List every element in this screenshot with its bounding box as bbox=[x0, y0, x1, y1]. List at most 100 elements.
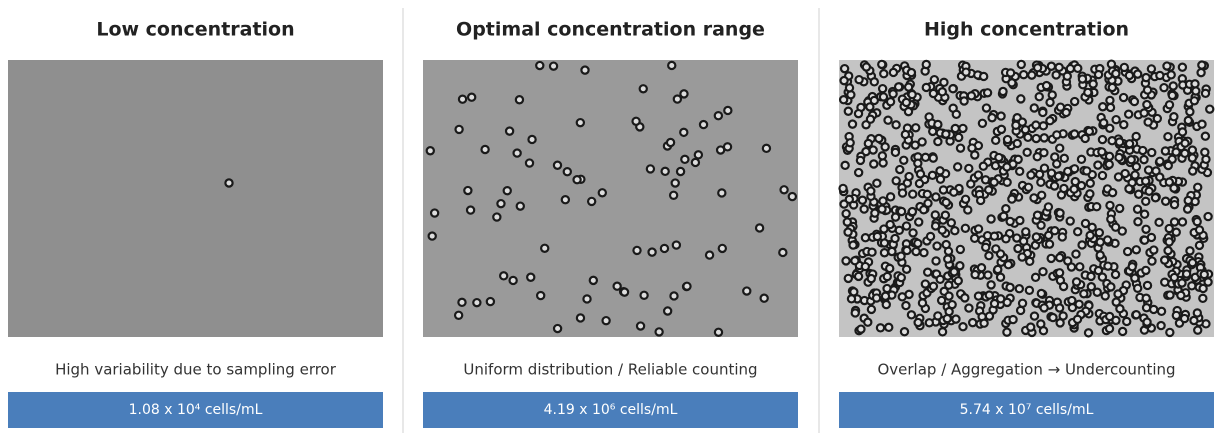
cell bbox=[1186, 108, 1193, 115]
panel-title: Low concentration bbox=[96, 19, 294, 41]
cell bbox=[1112, 70, 1119, 77]
cell bbox=[978, 264, 985, 271]
cell bbox=[1170, 113, 1177, 120]
cell bbox=[504, 187, 511, 194]
cell bbox=[882, 293, 889, 300]
cell bbox=[877, 324, 884, 331]
cell bbox=[1074, 316, 1081, 323]
cell bbox=[1038, 290, 1045, 297]
cell bbox=[1106, 153, 1113, 160]
cell bbox=[985, 252, 992, 259]
cell bbox=[674, 95, 681, 102]
cell bbox=[1114, 290, 1121, 297]
cell bbox=[852, 309, 859, 316]
cell bbox=[493, 213, 500, 220]
cell bbox=[614, 283, 621, 290]
cell bbox=[1124, 248, 1131, 255]
cell bbox=[632, 118, 639, 125]
cell bbox=[975, 292, 982, 299]
cell bbox=[965, 165, 972, 172]
cell bbox=[668, 62, 675, 69]
cell bbox=[884, 273, 891, 280]
cell bbox=[1125, 185, 1132, 192]
cell bbox=[1028, 72, 1035, 79]
cell bbox=[789, 193, 796, 200]
cell bbox=[1000, 213, 1007, 220]
cell bbox=[862, 234, 869, 241]
cell bbox=[1179, 64, 1186, 71]
cell bbox=[1012, 122, 1019, 129]
cell bbox=[841, 65, 848, 72]
cell bbox=[662, 168, 669, 175]
cell bbox=[1078, 241, 1085, 248]
cell bbox=[564, 168, 571, 175]
cell bbox=[1162, 147, 1169, 154]
cell bbox=[1158, 308, 1165, 315]
cell bbox=[1041, 304, 1048, 311]
cell bbox=[912, 124, 919, 131]
cell bbox=[1162, 198, 1169, 205]
cell bbox=[874, 233, 881, 240]
cell bbox=[948, 219, 955, 226]
cell bbox=[857, 157, 864, 164]
cell bbox=[991, 233, 998, 240]
cell bbox=[1099, 103, 1106, 110]
cell bbox=[905, 84, 912, 91]
cell bbox=[1055, 173, 1062, 180]
cell bbox=[1056, 145, 1063, 152]
cell bbox=[1083, 167, 1090, 174]
cell bbox=[932, 222, 939, 229]
cell bbox=[1163, 62, 1170, 69]
cell bbox=[964, 206, 971, 213]
cell bbox=[1185, 117, 1192, 124]
cell bbox=[884, 117, 891, 124]
cell bbox=[1116, 305, 1123, 312]
cell bbox=[590, 277, 597, 284]
cell bbox=[1156, 158, 1163, 165]
cell bbox=[892, 149, 899, 156]
cell bbox=[912, 248, 919, 255]
cell bbox=[1194, 309, 1201, 316]
cell bbox=[1025, 184, 1032, 191]
cell bbox=[843, 210, 850, 217]
cell bbox=[1134, 206, 1141, 213]
cell bbox=[943, 241, 950, 248]
cell bbox=[516, 96, 523, 103]
cell bbox=[514, 150, 521, 157]
cell bbox=[1007, 218, 1014, 225]
cell bbox=[909, 208, 916, 215]
cell bbox=[933, 242, 940, 249]
cell bbox=[984, 89, 991, 96]
cell bbox=[979, 120, 986, 127]
cell bbox=[1188, 282, 1195, 289]
cell bbox=[846, 196, 853, 203]
cell bbox=[956, 262, 963, 269]
cell bbox=[647, 165, 654, 172]
cell bbox=[899, 189, 906, 196]
cell bbox=[1056, 304, 1063, 311]
cell bbox=[1140, 156, 1147, 163]
cell bbox=[922, 154, 929, 161]
cell bbox=[992, 137, 999, 144]
cell bbox=[1166, 179, 1173, 186]
cell bbox=[1094, 162, 1101, 169]
cell bbox=[706, 251, 713, 258]
cell bbox=[1008, 79, 1015, 86]
cell bbox=[898, 274, 905, 281]
cell bbox=[1128, 156, 1135, 163]
cell bbox=[573, 176, 580, 183]
cell bbox=[1060, 283, 1067, 290]
cell bbox=[896, 166, 903, 173]
cell bbox=[1053, 131, 1060, 138]
cell bbox=[988, 114, 995, 121]
cell bbox=[1122, 170, 1129, 177]
cell bbox=[536, 62, 543, 69]
cell bbox=[939, 88, 946, 95]
cell bbox=[868, 306, 875, 313]
cell bbox=[881, 249, 888, 256]
cell bbox=[880, 93, 887, 100]
micrograph bbox=[8, 60, 383, 337]
cells bbox=[225, 179, 232, 186]
cell bbox=[903, 222, 910, 229]
cell bbox=[940, 186, 947, 193]
